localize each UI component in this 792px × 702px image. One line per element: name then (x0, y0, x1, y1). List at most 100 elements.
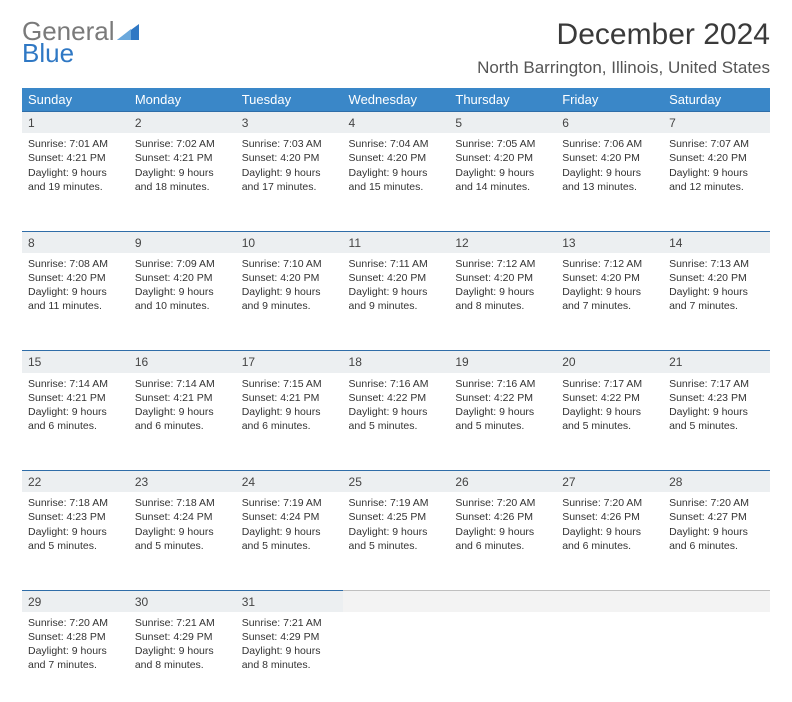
day-number-cell: 11 (343, 231, 450, 253)
daylight-line: Daylight: 9 hours and 9 minutes. (242, 285, 337, 313)
day-number-cell: 3 (236, 112, 343, 134)
day-content-cell: Sunrise: 7:21 AMSunset: 4:29 PMDaylight:… (129, 612, 236, 702)
sunset-line: Sunset: 4:20 PM (242, 271, 337, 285)
sunrise-line: Sunrise: 7:02 AM (135, 137, 230, 151)
sunset-line: Sunset: 4:22 PM (562, 391, 657, 405)
day-content-cell: Sunrise: 7:08 AMSunset: 4:20 PMDaylight:… (22, 253, 129, 343)
sunset-line: Sunset: 4:21 PM (135, 391, 230, 405)
sunrise-line: Sunrise: 7:21 AM (135, 616, 230, 630)
sunrise-line: Sunrise: 7:09 AM (135, 257, 230, 271)
daylight-line: Daylight: 9 hours and 18 minutes. (135, 166, 230, 194)
day-content-cell: Sunrise: 7:20 AMSunset: 4:28 PMDaylight:… (22, 612, 129, 702)
sunrise-line: Sunrise: 7:16 AM (455, 377, 550, 391)
day-number-cell: 27 (556, 471, 663, 493)
sunrise-line: Sunrise: 7:17 AM (562, 377, 657, 391)
sunset-line: Sunset: 4:21 PM (135, 151, 230, 165)
sunset-line: Sunset: 4:20 PM (455, 151, 550, 165)
sunset-line: Sunset: 4:22 PM (455, 391, 550, 405)
sunrise-line: Sunrise: 7:14 AM (135, 377, 230, 391)
day-number-cell: 4 (343, 112, 450, 134)
day-number-cell: 28 (663, 471, 770, 493)
sunset-line: Sunset: 4:21 PM (28, 391, 123, 405)
day-content-cell: Sunrise: 7:05 AMSunset: 4:20 PMDaylight:… (449, 133, 556, 223)
sunset-line: Sunset: 4:20 PM (242, 151, 337, 165)
sunrise-line: Sunrise: 7:12 AM (455, 257, 550, 271)
daylight-line: Daylight: 9 hours and 6 minutes. (28, 405, 123, 433)
day-number-cell: 13 (556, 231, 663, 253)
day-number-cell: 25 (343, 471, 450, 493)
day-number-cell: 8 (22, 231, 129, 253)
sunset-line: Sunset: 4:21 PM (242, 391, 337, 405)
day-number-cell: 31 (236, 590, 343, 612)
day-content-row: Sunrise: 7:08 AMSunset: 4:20 PMDaylight:… (22, 253, 770, 343)
sunset-line: Sunset: 4:26 PM (562, 510, 657, 524)
day-number-cell (449, 590, 556, 612)
sunrise-line: Sunrise: 7:20 AM (669, 496, 764, 510)
day-number-cell: 15 (22, 351, 129, 373)
daylight-line: Daylight: 9 hours and 6 minutes. (562, 525, 657, 553)
daylight-line: Daylight: 9 hours and 7 minutes. (669, 285, 764, 313)
sunrise-line: Sunrise: 7:19 AM (242, 496, 337, 510)
daylight-line: Daylight: 9 hours and 8 minutes. (135, 644, 230, 672)
logo-part2: Blue (22, 38, 74, 68)
day-content-cell: Sunrise: 7:17 AMSunset: 4:22 PMDaylight:… (556, 373, 663, 463)
day-number-cell: 14 (663, 231, 770, 253)
day-content-cell: Sunrise: 7:13 AMSunset: 4:20 PMDaylight:… (663, 253, 770, 343)
day-content-cell: Sunrise: 7:14 AMSunset: 4:21 PMDaylight:… (22, 373, 129, 463)
day-content-cell: Sunrise: 7:19 AMSunset: 4:24 PMDaylight:… (236, 492, 343, 582)
sunset-line: Sunset: 4:20 PM (562, 151, 657, 165)
sunrise-line: Sunrise: 7:07 AM (669, 137, 764, 151)
sunrise-line: Sunrise: 7:20 AM (455, 496, 550, 510)
location: North Barrington, Illinois, United State… (477, 58, 770, 78)
sunrise-line: Sunrise: 7:14 AM (28, 377, 123, 391)
day-content-cell: Sunrise: 7:17 AMSunset: 4:23 PMDaylight:… (663, 373, 770, 463)
sunrise-line: Sunrise: 7:08 AM (28, 257, 123, 271)
day-number-cell: 9 (129, 231, 236, 253)
daylight-line: Daylight: 9 hours and 10 minutes. (135, 285, 230, 313)
daylight-line: Daylight: 9 hours and 8 minutes. (455, 285, 550, 313)
day-number-cell: 30 (129, 590, 236, 612)
sunrise-line: Sunrise: 7:13 AM (669, 257, 764, 271)
daylight-line: Daylight: 9 hours and 5 minutes. (669, 405, 764, 433)
day-number-cell: 7 (663, 112, 770, 134)
sunset-line: Sunset: 4:24 PM (135, 510, 230, 524)
day-number-row: 891011121314 (22, 231, 770, 253)
day-content-cell: Sunrise: 7:04 AMSunset: 4:20 PMDaylight:… (343, 133, 450, 223)
daylight-line: Daylight: 9 hours and 6 minutes. (455, 525, 550, 553)
day-number-row: 293031 (22, 590, 770, 612)
day-content-row: Sunrise: 7:20 AMSunset: 4:28 PMDaylight:… (22, 612, 770, 702)
daylight-line: Daylight: 9 hours and 13 minutes. (562, 166, 657, 194)
day-content-cell: Sunrise: 7:15 AMSunset: 4:21 PMDaylight:… (236, 373, 343, 463)
sunrise-line: Sunrise: 7:17 AM (669, 377, 764, 391)
weekday-header: Wednesday (343, 88, 450, 112)
daylight-line: Daylight: 9 hours and 6 minutes. (242, 405, 337, 433)
daylight-line: Daylight: 9 hours and 5 minutes. (455, 405, 550, 433)
daylight-line: Daylight: 9 hours and 6 minutes. (135, 405, 230, 433)
sunset-line: Sunset: 4:24 PM (242, 510, 337, 524)
sunset-line: Sunset: 4:20 PM (669, 151, 764, 165)
daylight-line: Daylight: 9 hours and 5 minutes. (135, 525, 230, 553)
sunset-line: Sunset: 4:23 PM (669, 391, 764, 405)
sunrise-line: Sunrise: 7:19 AM (349, 496, 444, 510)
day-number-cell: 1 (22, 112, 129, 134)
day-number-cell (343, 590, 450, 612)
weekday-header: Thursday (449, 88, 556, 112)
day-content-cell: Sunrise: 7:16 AMSunset: 4:22 PMDaylight:… (343, 373, 450, 463)
day-content-cell: Sunrise: 7:03 AMSunset: 4:20 PMDaylight:… (236, 133, 343, 223)
day-number-cell: 26 (449, 471, 556, 493)
daylight-line: Daylight: 9 hours and 12 minutes. (669, 166, 764, 194)
sunset-line: Sunset: 4:20 PM (135, 271, 230, 285)
weekday-header-row: SundayMondayTuesdayWednesdayThursdayFrid… (22, 88, 770, 112)
spacer-row (22, 343, 770, 351)
day-content-cell (663, 612, 770, 702)
day-number-cell: 6 (556, 112, 663, 134)
sunset-line: Sunset: 4:20 PM (28, 271, 123, 285)
sunset-line: Sunset: 4:27 PM (669, 510, 764, 524)
day-number-row: 1234567 (22, 112, 770, 134)
sunrise-line: Sunrise: 7:06 AM (562, 137, 657, 151)
day-content-cell: Sunrise: 7:11 AMSunset: 4:20 PMDaylight:… (343, 253, 450, 343)
day-content-cell: Sunrise: 7:12 AMSunset: 4:20 PMDaylight:… (449, 253, 556, 343)
sunset-line: Sunset: 4:29 PM (135, 630, 230, 644)
sunset-line: Sunset: 4:23 PM (28, 510, 123, 524)
day-number-cell: 2 (129, 112, 236, 134)
